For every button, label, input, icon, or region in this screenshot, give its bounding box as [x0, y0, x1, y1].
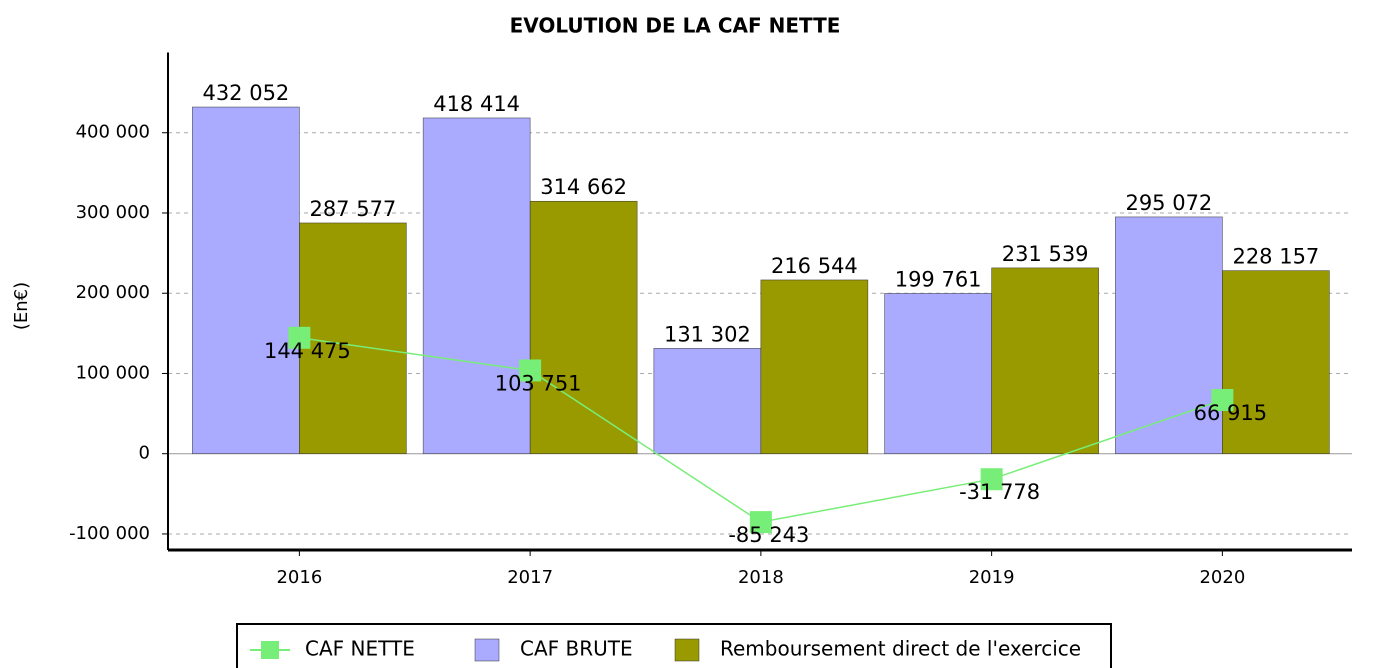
legend-label: CAF NETTE — [305, 637, 415, 661]
legend-label: Remboursement direct de l'exercice — [720, 637, 1081, 661]
bar-value-label: 295 072 — [1125, 191, 1212, 215]
bar — [1115, 216, 1223, 454]
y-axis-label: (En€) — [11, 282, 32, 330]
bar — [653, 348, 762, 454]
line-value-label: -85 243 — [728, 523, 809, 547]
bar — [192, 106, 300, 454]
legend-label: CAF BRUTE — [520, 637, 633, 661]
line-marker — [749, 511, 772, 534]
line-marker — [980, 468, 1003, 491]
x-tick-label: 2016 — [276, 567, 322, 588]
x-tick-label: 2019 — [969, 567, 1015, 588]
bar-value-label: 418 414 — [433, 92, 520, 116]
bar — [422, 117, 531, 454]
line-value-label: 103 751 — [495, 371, 582, 395]
bar-value-label: 231 539 — [1002, 242, 1089, 266]
line-value-label: 144 475 — [264, 339, 351, 363]
bar-value-label: 228 157 — [1232, 245, 1319, 269]
bar-value-label: 216 544 — [771, 254, 858, 278]
y-tick-label: -100 000 — [69, 523, 150, 544]
y-tick-label: 0 — [139, 443, 150, 464]
legend-swatch — [261, 641, 279, 659]
legend — [236, 623, 1112, 668]
bar-value-label: 432 052 — [202, 81, 289, 105]
x-tick-label: 2018 — [738, 567, 784, 588]
y-tick-label: 300 000 — [76, 202, 150, 223]
bar-value-label: 287 577 — [309, 197, 396, 221]
x-tick-label: 2017 — [507, 567, 553, 588]
legend-swatch — [474, 638, 500, 662]
bar-value-label: 199 761 — [895, 267, 982, 291]
bar-value-label: 314 662 — [540, 175, 627, 199]
line-marker — [288, 326, 311, 349]
bar — [760, 279, 869, 454]
bar — [991, 267, 1099, 454]
x-tick-label: 2020 — [1199, 567, 1245, 588]
bar — [299, 222, 407, 454]
y-tick-label: 400 000 — [76, 122, 150, 143]
bar — [1222, 270, 1330, 454]
y-tick-label: 100 000 — [76, 362, 150, 383]
bar — [884, 293, 992, 454]
chart-title: EVOLUTION DE LA CAF NETTE — [510, 14, 841, 38]
line-marker — [1211, 389, 1234, 412]
line-marker — [519, 359, 542, 382]
y-tick-label: 200 000 — [76, 282, 150, 303]
bar-value-label: 131 302 — [664, 322, 751, 346]
bar — [529, 200, 638, 454]
line-value-label: 66 915 — [1194, 401, 1267, 425]
line-value-label: -31 778 — [959, 480, 1040, 504]
legend-swatch — [674, 638, 700, 662]
